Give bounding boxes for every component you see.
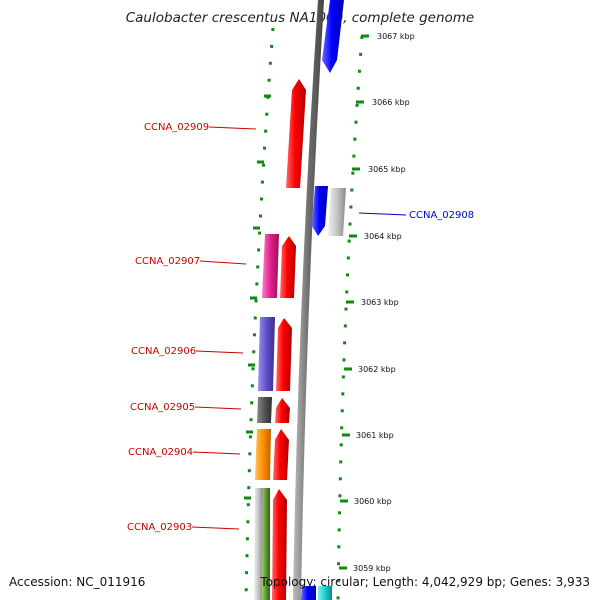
gene-arrow-reverse-02906[interactable]: [276, 318, 292, 391]
gene-arrow-forward[interactable]: [322, 0, 344, 73]
scale-ticks: [244, 34, 369, 570]
gene-arrow-reverse-02905[interactable]: [275, 398, 290, 423]
leader-line-02903: [191, 526, 240, 530]
gene-block-light-grey[interactable]: [254, 488, 263, 600]
gene-block-cyan[interactable]: [318, 586, 332, 600]
gene-arrow-reverse-02909[interactable]: [286, 79, 306, 188]
gene-block-green[interactable]: [262, 488, 270, 600]
scale-label: 3065 kbp: [368, 165, 406, 174]
leader-line-02907: [199, 260, 247, 265]
leader-line-02909: [208, 126, 257, 130]
leader-line-02906: [195, 350, 244, 354]
gene-arrow-reverse-02903[interactable]: [272, 489, 287, 600]
leader-line-02904: [192, 451, 241, 455]
genome-summary-text: Topology: circular; Length: 4,042,929 bp…: [260, 575, 590, 589]
gene-label-02905[interactable]: CCNA_02905: [130, 402, 195, 413]
scale-label: 3064 kbp: [364, 232, 402, 241]
genome-backbone: [293, 0, 324, 600]
inner-dotted-arc: [336, 35, 364, 600]
gene-arrow-reverse-02907[interactable]: [280, 236, 296, 298]
gene-block-orange[interactable]: [255, 429, 271, 480]
scale-labels: 3067 kbp 3066 kbp 3065 kbp 3064 kbp 3063…: [353, 32, 415, 573]
scale-label: 3062 kbp: [358, 365, 396, 374]
leader-line-02905: [194, 406, 242, 410]
genome-title: Caulobacter crescentus NA1000, complete …: [125, 10, 475, 26]
scale-label: 3061 kbp: [356, 431, 394, 440]
gene-label-02903[interactable]: CCNA_02903: [127, 522, 192, 533]
scale-label: 3063 kbp: [361, 298, 399, 307]
gene-block-pink[interactable]: [262, 234, 279, 298]
gene-arrow-forward[interactable]: [312, 186, 328, 236]
gene-block-bottom-blue[interactable]: [301, 586, 316, 600]
gene-block-dark-grey[interactable]: [257, 397, 272, 423]
scale-label: 3067 kbp: [377, 32, 415, 41]
gene-block-purple[interactable]: [258, 317, 275, 391]
gene-label-02904[interactable]: CCNA_02904: [128, 447, 193, 458]
accession-text: Accession: NC_011916: [9, 575, 146, 589]
label-leader-lines: [191, 126, 407, 530]
gene-block-grey[interactable]: [328, 188, 346, 236]
gene-label-02906[interactable]: CCNA_02906: [131, 346, 196, 357]
gene-label-02907[interactable]: CCNA_02907: [135, 256, 200, 267]
scale-label: 3059 kbp: [353, 564, 391, 573]
gene-labels: CCNA_02909 CCNA_02908 CCNA_02907 CCNA_02…: [127, 122, 474, 533]
gene-arrow-reverse-02904[interactable]: [273, 429, 289, 480]
gene-label-02909[interactable]: CCNA_02909: [144, 122, 209, 133]
scale-label: 3060 kbp: [354, 497, 392, 506]
gene-label-02908[interactable]: CCNA_02908: [409, 210, 474, 221]
scale-label: 3066 kbp: [372, 98, 410, 107]
leader-line-02908: [358, 212, 407, 216]
